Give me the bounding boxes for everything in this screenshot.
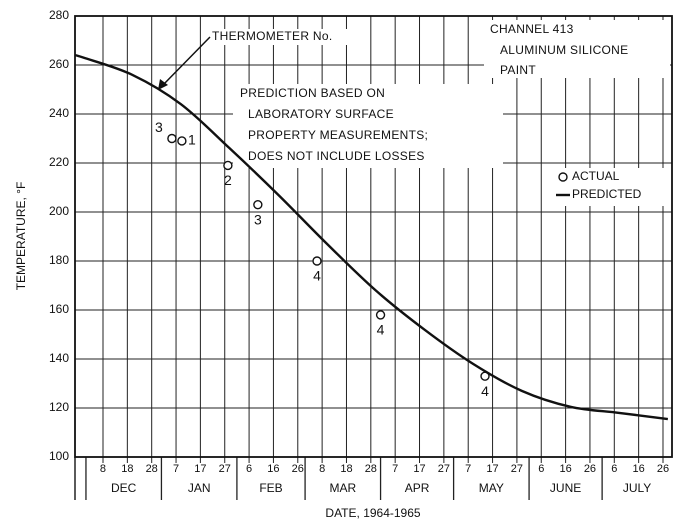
annotation: LABORATORY SURFACE xyxy=(248,107,394,121)
month-label: FEB xyxy=(259,481,282,495)
point-label: 1 xyxy=(188,132,196,148)
actual-point xyxy=(223,160,233,171)
x-tick-label: 8 xyxy=(100,463,106,475)
point-label: 3 xyxy=(155,119,163,135)
annotation: PREDICTION BASED ON xyxy=(240,86,385,100)
x-tick-label: 17 xyxy=(413,463,425,475)
annotation: DOES NOT INCLUDE LOSSES xyxy=(248,149,425,163)
annotation: THERMOMETER No. xyxy=(212,29,333,43)
y-tick-label: 180 xyxy=(49,253,69,267)
month-label: JAN xyxy=(188,481,211,495)
month-label: MAY xyxy=(479,481,504,495)
y-tick-label: 160 xyxy=(49,302,69,316)
actual-point xyxy=(177,136,187,146)
annotation-arrow xyxy=(161,36,211,87)
x-tick-label: 17 xyxy=(486,463,498,475)
y-tick-label: 140 xyxy=(49,351,69,365)
y-tick-label: 260 xyxy=(49,57,69,71)
x-tick-label: 26 xyxy=(657,463,669,475)
x-tick-label: 26 xyxy=(584,463,596,475)
x-tick-label: 16 xyxy=(559,463,571,475)
x-tick-label: 6 xyxy=(611,463,617,475)
x-tick-label: 16 xyxy=(267,463,279,475)
x-tick-label: 26 xyxy=(292,463,304,475)
x-tick-label: 18 xyxy=(121,463,133,475)
month-label: JULY xyxy=(623,481,651,495)
point-label: 2 xyxy=(224,172,232,188)
x-tick-label: 8 xyxy=(319,463,325,475)
x-tick-label: 6 xyxy=(246,463,252,475)
x-tick-label: 7 xyxy=(173,463,179,475)
plot-frame xyxy=(74,15,673,458)
x-tick-label: 7 xyxy=(392,463,398,475)
annotation: PAINT xyxy=(500,63,536,77)
x-tick-label: 28 xyxy=(146,463,158,475)
x-tick-label: 16 xyxy=(633,463,645,475)
x-tick-label: 17 xyxy=(194,463,206,475)
y-tick-label: 120 xyxy=(49,400,69,414)
actual-point xyxy=(312,256,322,266)
month-label: MAR xyxy=(329,481,356,495)
legend-label: ACTUAL xyxy=(572,169,620,183)
month-label: APR xyxy=(405,481,430,495)
legend-label: PREDICTED xyxy=(572,187,642,201)
actual-point xyxy=(253,199,263,210)
legend-marker xyxy=(558,172,568,182)
x-tick-label: 6 xyxy=(538,463,544,475)
legend-bg xyxy=(552,168,670,206)
annotation-bg xyxy=(207,29,367,45)
annotation: CHANNEL 413 xyxy=(490,22,574,36)
y-tick-label: 220 xyxy=(49,155,69,169)
predicted-line xyxy=(74,54,669,421)
annotation-bg xyxy=(484,20,670,78)
point-label: 4 xyxy=(313,268,321,284)
annotation: PROPERTY MEASUREMENTS; xyxy=(248,128,428,142)
point-label: 4 xyxy=(481,383,489,399)
x-tick-label: 28 xyxy=(365,463,377,475)
month-label: DEC xyxy=(111,481,137,495)
point-label: 4 xyxy=(377,322,385,338)
point-label: 3 xyxy=(254,211,262,227)
y-tick-label: 240 xyxy=(49,106,69,120)
x-tick-label: 7 xyxy=(465,463,471,475)
actual-point xyxy=(375,310,386,320)
x-tick-label: 27 xyxy=(511,463,523,475)
actual-point xyxy=(167,133,177,144)
x-tick-label: 27 xyxy=(438,463,450,475)
y-tick-label: 100 xyxy=(49,449,69,463)
y-axis-label: TEMPERATURE, °F xyxy=(14,182,28,291)
arrow-head xyxy=(158,79,168,90)
x-tick-label: 27 xyxy=(219,463,231,475)
y-tick-label: 280 xyxy=(49,8,69,22)
month-label: JUNE xyxy=(550,481,581,495)
x-axis-label: DATE, 1964-1965 xyxy=(325,506,420,520)
annotation-bg xyxy=(233,84,503,168)
y-tick-label: 200 xyxy=(49,204,69,218)
x-tick-label: 18 xyxy=(340,463,352,475)
annotation: ALUMINUM SILICONE xyxy=(500,43,628,57)
